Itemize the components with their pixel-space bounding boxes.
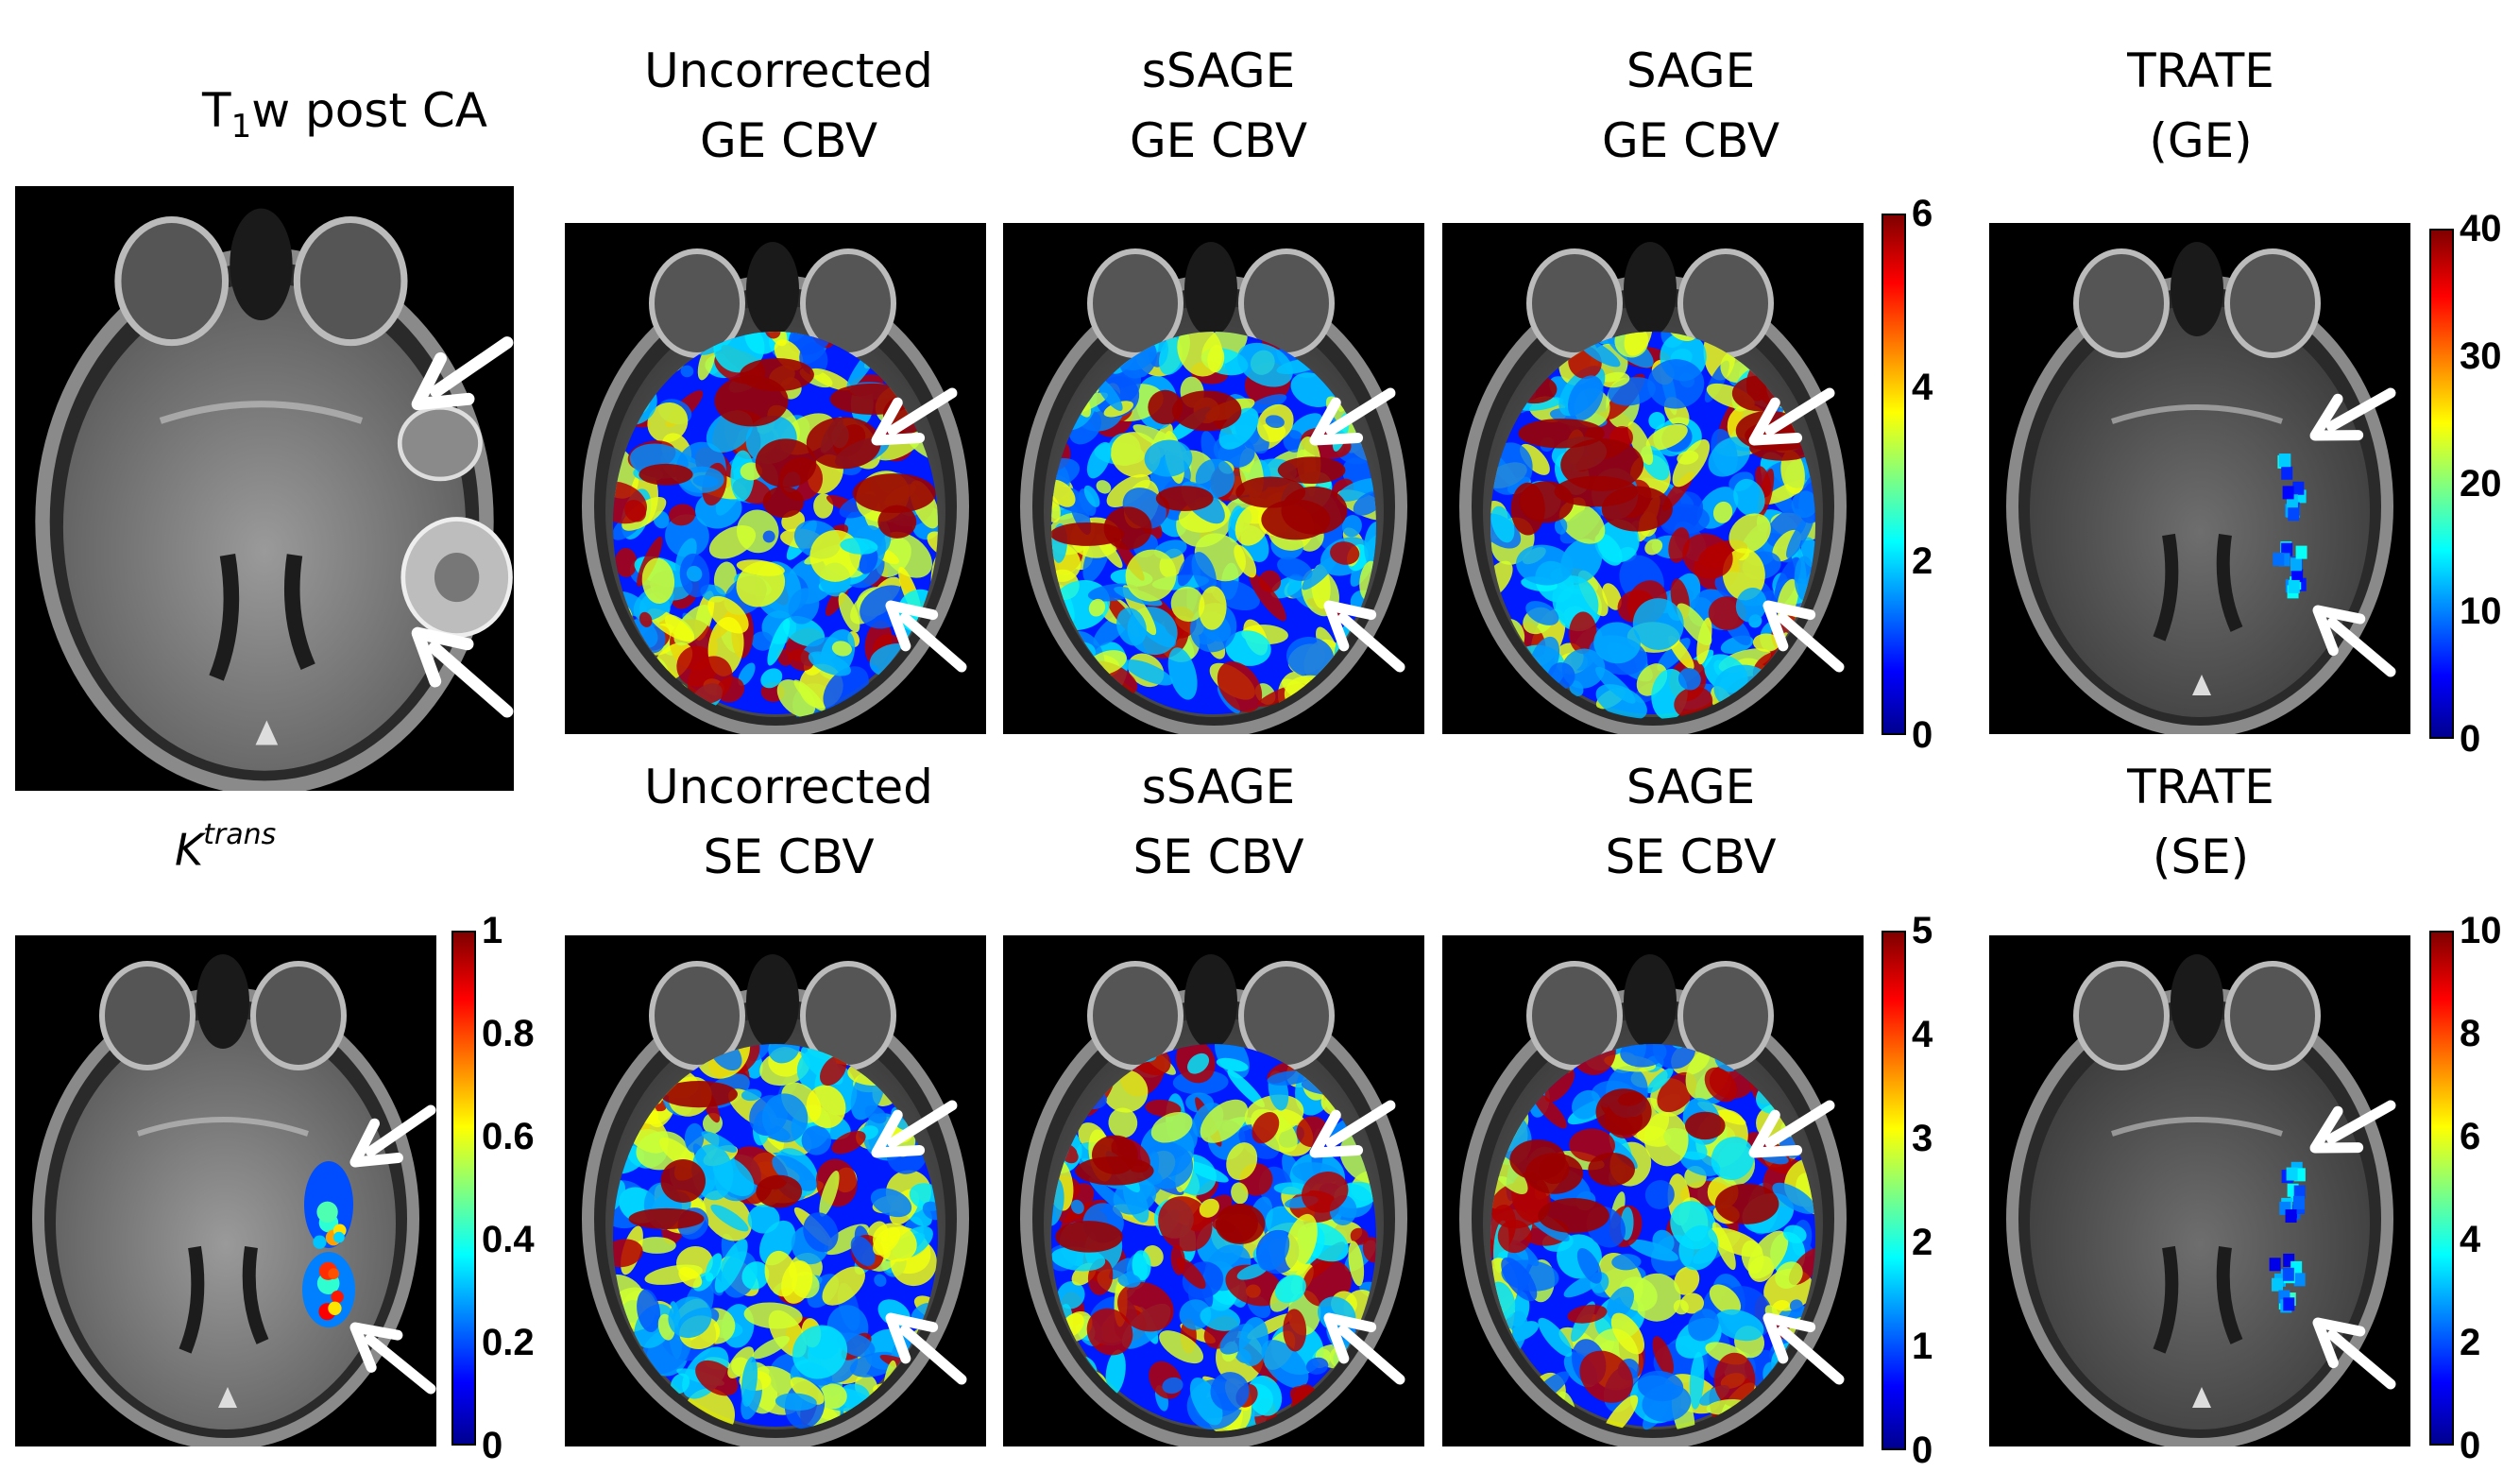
title-ssage-se-cbv: sSAGE SE CBV	[1132, 760, 1304, 884]
arrow-icon	[1323, 1312, 1405, 1385]
brain-mri-image	[2006, 242, 2396, 734]
colorbar-tick-label: 2	[1912, 540, 1933, 582]
colorbar-tick-label: 0.4	[482, 1219, 535, 1260]
colorbar-tick-label: 0.2	[482, 1322, 535, 1363]
colorbar-se-cbv	[1881, 931, 1906, 1450]
colorbar-tick-label: 0.8	[482, 1013, 535, 1054]
arrow-icon	[1748, 387, 1835, 446]
colorbar-tick-label: 30	[2460, 335, 2502, 377]
panel-ssage-ge-cbv	[1003, 223, 1424, 734]
colorbar-tick-label: 6	[2460, 1116, 2481, 1157]
title-sage-ge-cbv: SAGE GE CBV	[1601, 43, 1780, 168]
brain-mri-image	[2006, 954, 2396, 1446]
colorbar-trate-ge	[2429, 229, 2454, 739]
colorbar-tick-label: 0	[2460, 718, 2481, 760]
arrow-icon	[871, 1100, 958, 1158]
arrow-icon	[2309, 1100, 2396, 1154]
panel-ktrans	[15, 935, 436, 1446]
arrow-icon	[1748, 1100, 1835, 1158]
colorbar-tick-label: 10	[2460, 591, 2502, 632]
title-sage-se-cbv: SAGE SE CBV	[1605, 760, 1777, 884]
panel-ssage-se-cbv	[1003, 935, 1424, 1446]
arrow-icon	[2309, 387, 2396, 441]
arrow-icon	[1762, 1312, 1845, 1385]
arrow-icon	[871, 387, 958, 446]
colorbar-tick-label: 0	[482, 1425, 503, 1466]
colorbar-tick-label: 2	[1912, 1222, 1933, 1263]
title-trate-ge: TRATE (GE)	[2127, 43, 2274, 168]
brain-mri-image	[32, 954, 436, 1446]
colorbar-tick-label: 4	[2460, 1219, 2481, 1260]
panel-sage-se-cbv	[1442, 935, 1864, 1446]
arrow-icon	[885, 600, 967, 673]
brain-mri-image	[35, 208, 514, 791]
brain-mri-image	[1459, 242, 1847, 734]
arrow-icon	[2312, 1317, 2396, 1390]
panel-trate-ge	[1989, 223, 2410, 734]
brain-mri-image	[582, 242, 969, 734]
colorbar-tick-label: 2	[2460, 1322, 2481, 1363]
title-ssage-ge-cbv: sSAGE GE CBV	[1129, 43, 1308, 168]
colorbar-tick-label: 1	[482, 910, 503, 951]
brain-mri-image	[582, 954, 969, 1446]
arrow-icon	[1762, 600, 1845, 673]
colorbar-tick-label: 6	[1912, 193, 1933, 234]
colorbar-tick-label: 0	[1912, 1429, 1933, 1471]
colorbar-tick-label: 20	[2460, 463, 2502, 505]
colorbar-tick-label: 0.6	[482, 1116, 535, 1157]
arrow-icon	[411, 336, 514, 411]
colorbar-tick-label: 8	[2460, 1013, 2481, 1054]
colorbar-tick-label: 40	[2460, 208, 2502, 249]
panel-uncorrected-ge-cbv	[565, 223, 986, 734]
colorbar-ktrans	[451, 931, 476, 1446]
brain-mri-image	[1020, 954, 1407, 1446]
colorbar-tick-label: 0	[1912, 714, 1933, 756]
title-uncorrected-se-cbv: Uncorrected SE CBV	[644, 760, 933, 884]
arrow-icon	[1323, 600, 1405, 673]
colorbar-tick-label: 1	[1912, 1326, 1933, 1367]
arrow-icon	[349, 1322, 436, 1395]
brain-mri-image	[1459, 954, 1847, 1446]
arrow-icon	[1309, 387, 1396, 446]
title-uncorrected-ge-cbv: Uncorrected GE CBV	[644, 43, 933, 168]
title-trate-se: TRATE (SE)	[2127, 760, 2274, 884]
arrow-icon	[2312, 605, 2396, 677]
colorbar-tick-label: 4	[1912, 367, 1933, 408]
arrow-icon	[885, 1312, 967, 1385]
colorbar-tick-label: 4	[1912, 1014, 1933, 1055]
colorbar-trate-se	[2429, 931, 2454, 1446]
brain-mri-image	[1020, 242, 1407, 734]
colorbar-tick-label: 0	[2460, 1425, 2481, 1466]
arrow-icon	[1309, 1100, 1396, 1158]
arrow-icon	[411, 626, 514, 718]
panel-sage-ge-cbv	[1442, 223, 1864, 734]
panel-t1w-post-ca	[15, 186, 514, 791]
title-t1w-post-ca: T1w post CA	[202, 83, 487, 145]
panel-trate-se	[1989, 935, 2410, 1446]
colorbar-tick-label: 10	[2460, 910, 2502, 951]
arrow-icon	[349, 1104, 436, 1168]
title-ktrans: Ktrans	[175, 818, 277, 876]
colorbar-tick-label: 3	[1912, 1118, 1933, 1159]
colorbar-tick-label: 5	[1912, 910, 1933, 951]
colorbar-ge-cbv	[1881, 214, 1906, 735]
panel-uncorrected-se-cbv	[565, 935, 986, 1446]
